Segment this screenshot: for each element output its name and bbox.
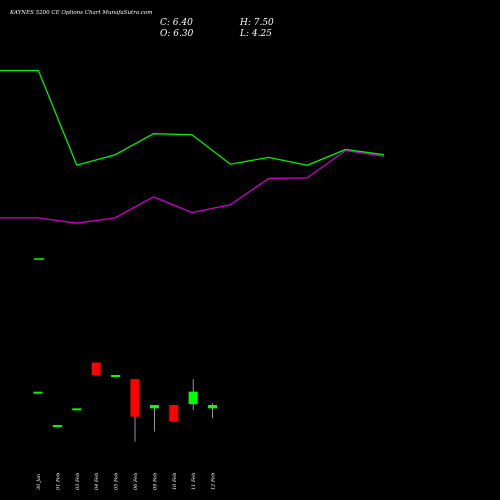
candle-body xyxy=(208,405,218,409)
candle-body xyxy=(130,379,140,417)
candle-body xyxy=(91,362,101,375)
close-value: C: 6.40 xyxy=(160,18,193,28)
x-tick-label: 04 Feb xyxy=(94,473,100,490)
candles-group xyxy=(33,362,218,442)
x-axis-ticks: 30 Jan 01 Feb 03 Feb 04 Feb 05 Feb 06 Feb 09 F… xyxy=(36,473,217,490)
magenta-line xyxy=(0,149,385,224)
x-tick-label: 12 Feb xyxy=(211,473,217,490)
x-tick-label: 11 Feb xyxy=(191,473,197,490)
low-value: L: 4.25 xyxy=(239,29,272,39)
green-line xyxy=(0,69,385,167)
x-tick-label: 05 Feb xyxy=(114,473,120,490)
candle-body xyxy=(111,375,121,377)
candle-body xyxy=(52,425,62,427)
x-tick-label: 30 Jan xyxy=(36,474,42,490)
candle-body xyxy=(72,408,82,411)
x-tick-label: 06 Feb xyxy=(133,473,139,490)
candle-body xyxy=(188,391,198,405)
x-tick-label: 03 Feb xyxy=(75,473,81,490)
x-tick-label: 09 Feb xyxy=(152,473,158,490)
candle-body xyxy=(149,405,159,409)
high-value: H: 7.50 xyxy=(239,18,274,28)
candle-body xyxy=(33,391,43,394)
open-value: O: 6.30 xyxy=(160,29,194,39)
chart-title: KAYNES 5200 CE Options Chart MunafaSutra… xyxy=(9,10,152,16)
candle-body xyxy=(169,405,179,422)
x-tick-label: 01 Feb xyxy=(55,473,61,490)
x-tick-label: 10 Feb xyxy=(172,473,178,490)
moving-average-lines xyxy=(0,69,385,260)
